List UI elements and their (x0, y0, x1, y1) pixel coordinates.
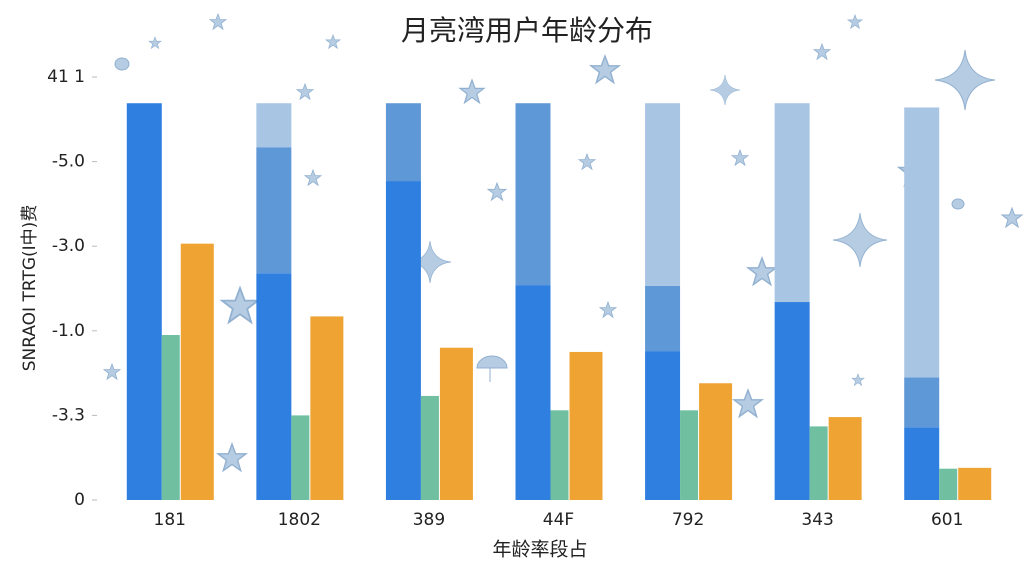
y-tick-label: -3.3 (52, 405, 85, 425)
bar (774, 103, 810, 303)
bar (904, 107, 940, 378)
y-tick-label: 41 1 (47, 67, 85, 87)
bar (550, 410, 569, 500)
y-tick-label: 0 (74, 490, 85, 510)
bar (939, 468, 958, 500)
bar (420, 395, 439, 500)
bar (958, 467, 992, 500)
bar (828, 417, 862, 500)
bar (904, 377, 940, 428)
bar (515, 285, 551, 500)
y-tick-label: -1.0 (52, 321, 85, 341)
bar (385, 181, 421, 501)
y-tick-label: -3.0 (52, 236, 85, 256)
background-stars (103, 13, 1023, 472)
bar (645, 285, 681, 352)
bar (569, 351, 603, 500)
bar (256, 103, 292, 148)
y-tick-label: -5.0 (52, 152, 85, 172)
bar (699, 383, 733, 500)
bar (310, 316, 344, 500)
bar (645, 351, 681, 500)
plot-area: 0 -3.3 -1.0 -3.0 -5.0 41 1 181 1802 389 44F 792 343… (47, 67, 992, 530)
chart-title: 月亮湾用户年龄分布 (401, 14, 653, 47)
x-tick-label: 389 (413, 510, 445, 530)
x-axis-label: 年龄率段占 (492, 539, 587, 561)
bar (809, 426, 828, 500)
bar (515, 103, 551, 286)
x-tick-label: 1802 (278, 510, 321, 530)
y-axis-label: SNRAOI TRTG(I中)费 (20, 205, 40, 372)
x-tick-label: 343 (801, 510, 833, 530)
bar (680, 410, 699, 500)
bar (291, 415, 310, 500)
bar (256, 273, 292, 500)
x-tick-label: 601 (931, 510, 963, 530)
bar (774, 302, 810, 500)
bar (904, 427, 940, 500)
bar (161, 335, 180, 500)
bar (645, 103, 681, 286)
x-tick-label: 44F (543, 510, 574, 530)
bar (180, 243, 214, 501)
x-tick-label: 181 (154, 510, 186, 530)
bar (439, 347, 473, 500)
bar (385, 103, 421, 182)
bar (126, 103, 162, 500)
bar (256, 147, 292, 274)
x-tick-label: 792 (672, 510, 704, 530)
